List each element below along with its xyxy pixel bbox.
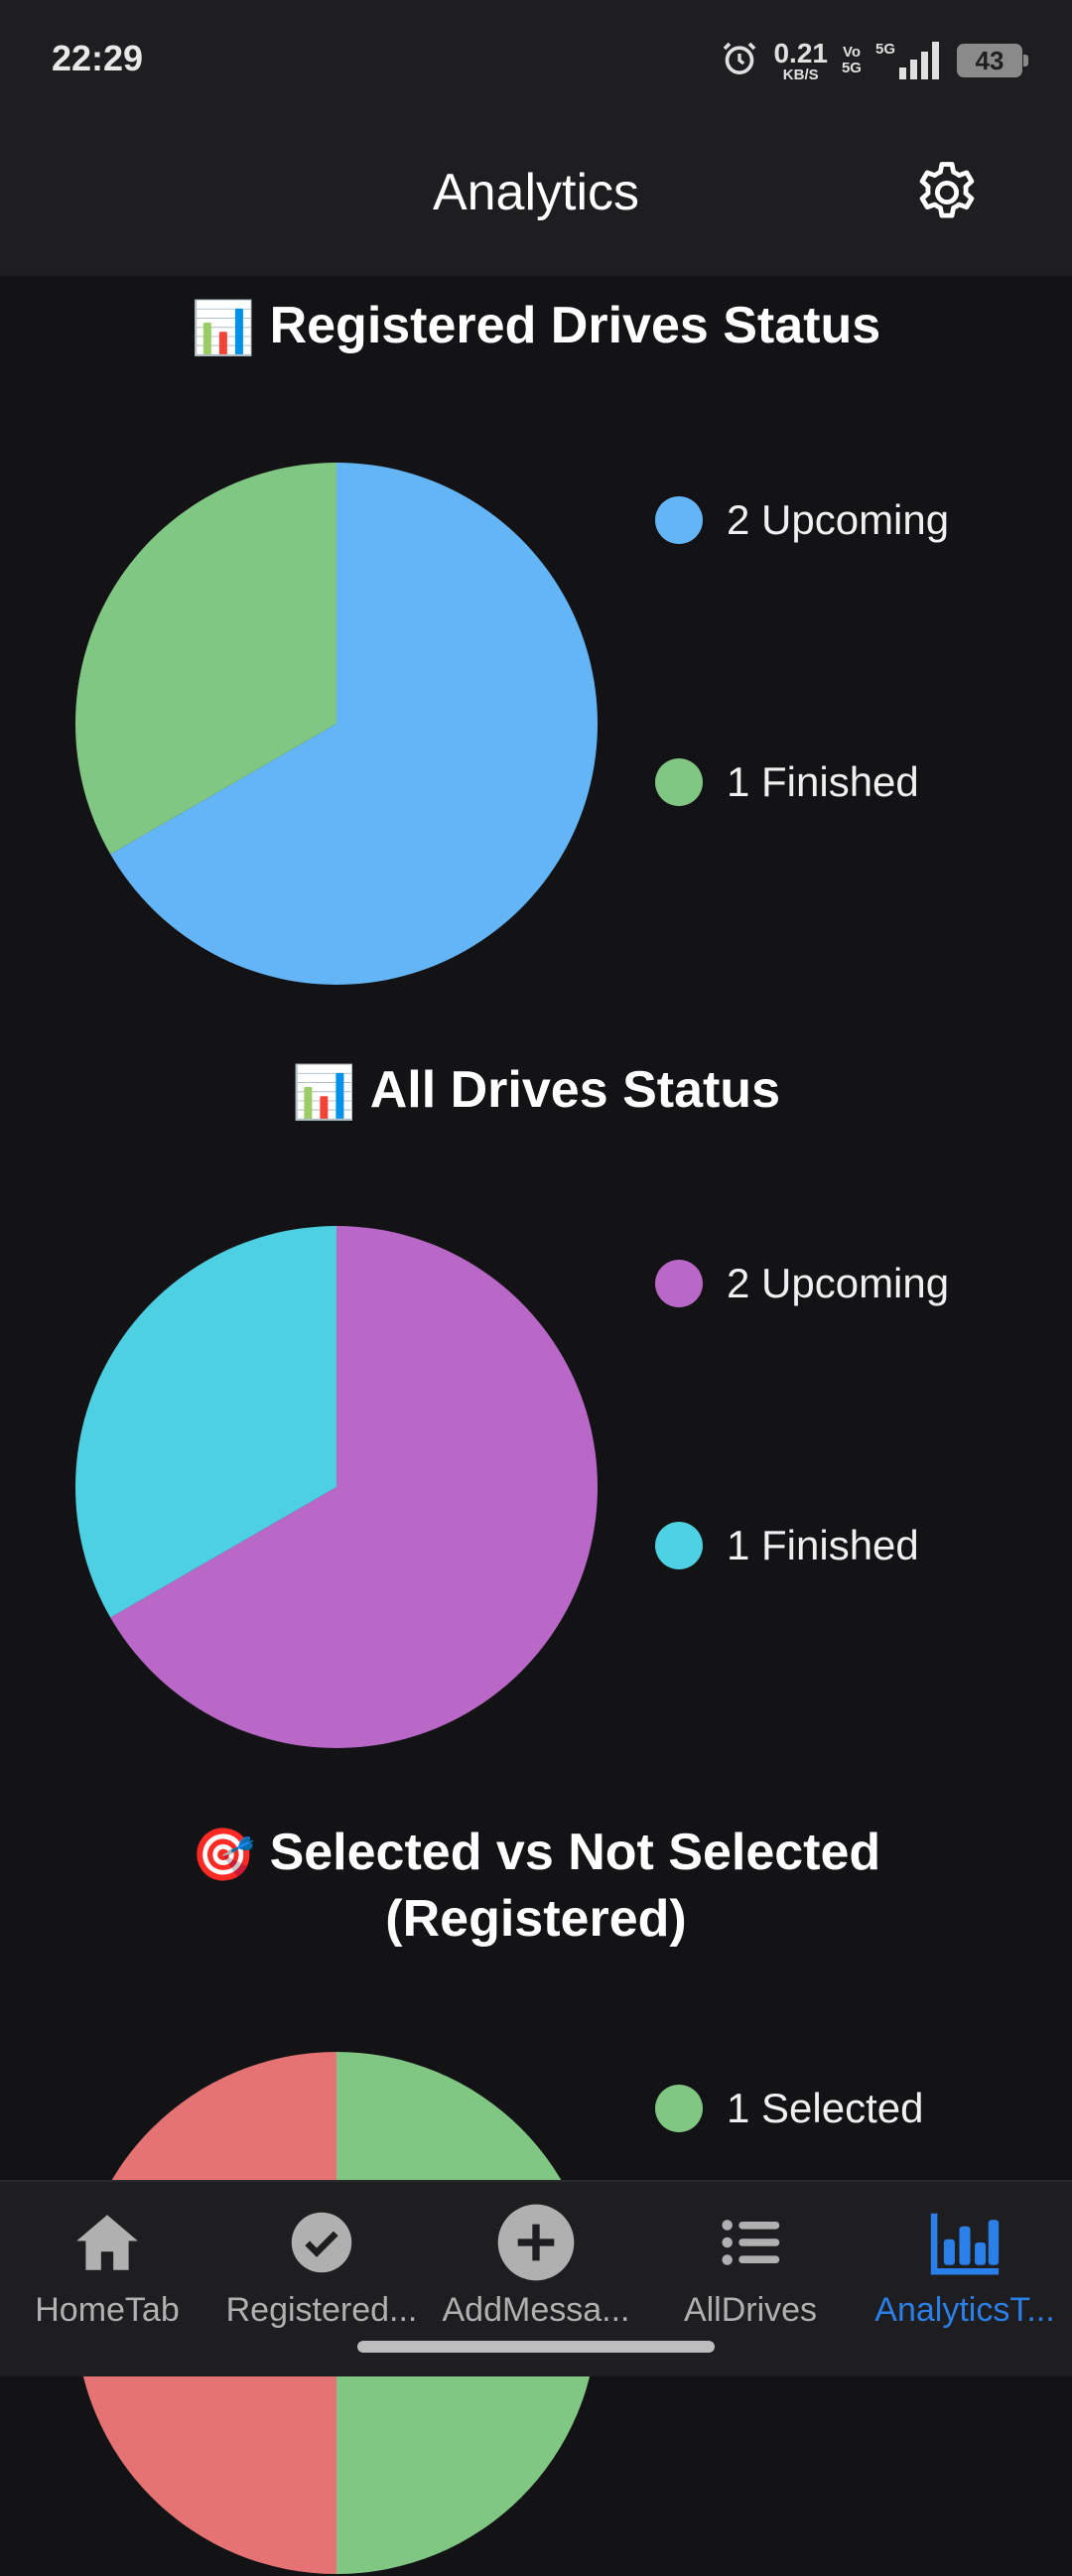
tab-label: AddMessa... (442, 2291, 630, 2329)
legend-item: 2 Upcoming (655, 1260, 949, 1307)
signal-indicator: 5G (874, 41, 943, 79)
tab-all-drives[interactable]: AllDrives (643, 2198, 858, 2330)
legend-label: 1 Finished (727, 1522, 919, 1568)
signal-icon (899, 42, 939, 79)
legend-item: 2 Upcoming (655, 496, 949, 544)
tab-home[interactable]: HomeTab (0, 2198, 214, 2330)
section-title-text: Registered Drives Status (269, 297, 881, 354)
battery-level: 43 (975, 45, 1005, 75)
tab-registered[interactable]: Registered... (214, 2198, 429, 2330)
net-speed-unit: KB/S (782, 66, 819, 83)
status-icons: 0.21 KB/S Vo 5G 5G 43 (720, 36, 1028, 85)
target-emoji-icon: 🎯 (191, 1827, 256, 1885)
section-subtitle-text: (Registered) (385, 1890, 687, 1949)
legend-item: 1 Selected (655, 2085, 923, 2132)
section-title-selected: 🎯 Selected vs Not Selected (Registered) (0, 1821, 1072, 1951)
legend-dot-upcoming (655, 1260, 703, 1307)
status-bar: 22:29 0.21 KB/S Vo 5G 5G 43 (0, 0, 1072, 119)
bottom-navigation: HomeTab Registered... AddMessa... AllDri… (0, 2180, 1072, 2376)
tab-label: AllDrives (683, 2291, 818, 2329)
network-type: 5G (874, 41, 895, 58)
legend-item: 1 Finished (655, 758, 919, 806)
gear-icon (919, 162, 975, 218)
section-title-text: Selected vs Not Selected (269, 1824, 881, 1881)
tab-label: AnalyticsT... (874, 2291, 1055, 2329)
legend-label: 1 Finished (727, 758, 919, 805)
settings-button[interactable] (911, 157, 983, 228)
pie-slice-upcoming (110, 463, 598, 985)
bar-chart-emoji-icon: 📊 (191, 300, 256, 358)
alarm-icon (720, 39, 759, 83)
volte-top: Vo (842, 43, 861, 61)
list-icon (643, 2198, 858, 2287)
legend-dot-upcoming (655, 496, 703, 544)
bar-chart-icon (858, 2198, 1072, 2287)
tab-label: Registered... (225, 2291, 418, 2329)
page-title: Analytics (432, 164, 640, 221)
net-speed-value: 0.21 (773, 37, 828, 68)
tab-label: HomeTab (35, 2291, 180, 2329)
section-title-registered: 📊 Registered Drives Status (0, 294, 1072, 360)
home-icon (0, 2198, 214, 2287)
legend-dot-finished (655, 758, 703, 806)
legend-dot-selected (655, 2085, 703, 2132)
legend-label: 1 Selected (727, 2085, 924, 2131)
app-header: Analytics (0, 119, 1072, 276)
pie-slice-finished (75, 463, 336, 855)
section-title-text: All Drives Status (369, 1061, 780, 1119)
bar-chart-emoji-icon: 📊 (291, 1064, 356, 1123)
legend-item: 1 Finished (655, 1522, 919, 1569)
tab-analytics[interactable]: AnalyticsT... (858, 2198, 1072, 2330)
volte-bottom: 5G (841, 60, 862, 76)
tab-add-message[interactable]: AddMessa... (429, 2198, 643, 2330)
home-indicator (357, 2341, 715, 2353)
section-title-all-drives: 📊 All Drives Status (0, 1058, 1072, 1125)
pie-slice-upcoming (110, 1226, 598, 1748)
legend-dot-finished (655, 1522, 703, 1569)
pie-slice-finished (75, 1226, 336, 1618)
check-circle-icon (214, 2198, 429, 2287)
net-speed: 0.21 KB/S (773, 37, 828, 83)
status-time: 22:29 (52, 38, 144, 78)
legend-label: 2 Upcoming (727, 1260, 950, 1306)
battery-icon: 43 (957, 44, 1028, 77)
pie-chart-registered (75, 463, 598, 985)
volte-indicator: Vo 5G (841, 43, 862, 77)
plus-circle-icon (429, 2198, 643, 2287)
pie-chart-all-drives (75, 1226, 598, 1748)
legend-label: 2 Upcoming (727, 496, 950, 543)
